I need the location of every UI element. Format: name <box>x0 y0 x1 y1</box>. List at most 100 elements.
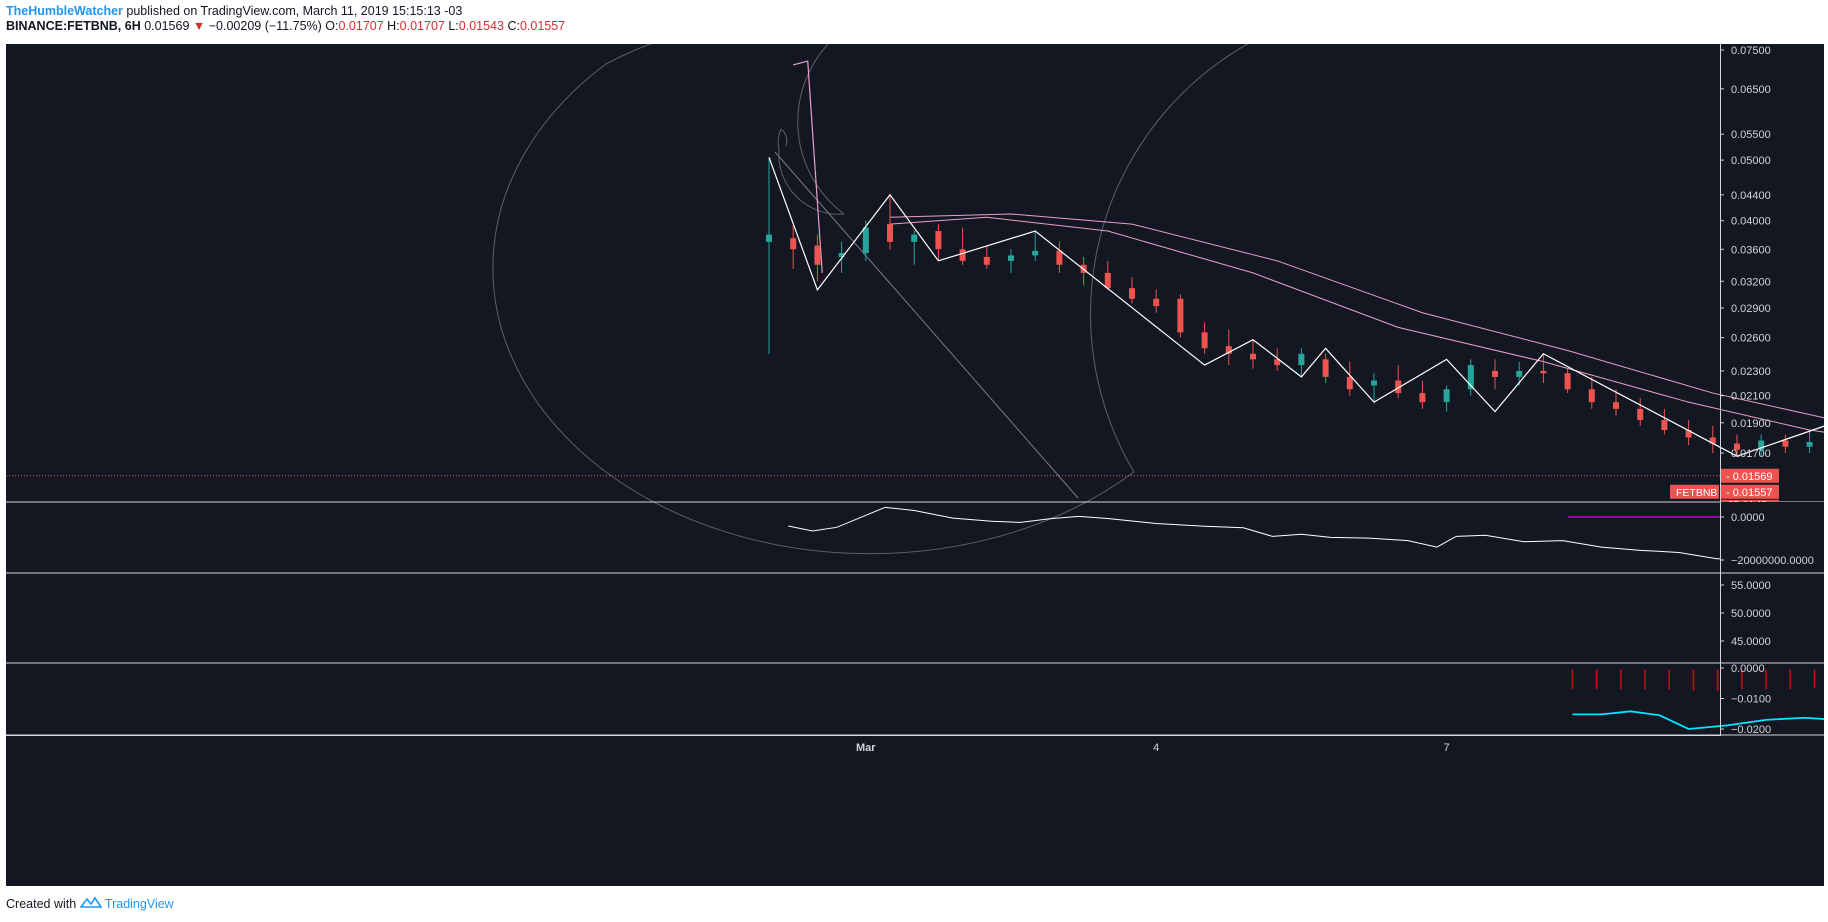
price-pane[interactable] <box>6 60 1824 480</box>
tradingview-logo-icon <box>79 896 105 911</box>
candle <box>1225 329 1232 366</box>
high-value: 0.01707 <box>399 19 445 33</box>
candle-body <box>935 231 942 250</box>
pane1-axis-bg <box>1721 502 1824 572</box>
down-arrow-icon: ▼ <box>192 19 206 33</box>
candle-body <box>1540 370 1547 374</box>
pump-spike-line <box>793 60 823 273</box>
candle-body <box>838 253 845 257</box>
candle <box>1637 398 1644 426</box>
author-link[interactable]: TheHumbleWatcher <box>6 4 123 18</box>
candle <box>1177 294 1184 338</box>
candle <box>1008 249 1014 273</box>
candle-body <box>814 245 821 265</box>
time-tick-label: 7 <box>1444 742 1450 754</box>
candle <box>790 224 797 269</box>
candle <box>911 231 918 265</box>
open-value: 0.01707 <box>338 19 384 33</box>
open-label: O: <box>325 19 339 33</box>
spiral-arc-outer <box>1090 44 1249 473</box>
candle-body <box>1492 370 1498 377</box>
candle <box>1346 361 1353 396</box>
time-tick-label: Mar <box>856 742 876 754</box>
candle-body <box>1346 376 1353 390</box>
symbol-tag-bg <box>1670 484 1719 499</box>
price-axis-background <box>1720 44 1824 886</box>
price-tick-label: 0.02600 <box>1731 333 1771 345</box>
panel2-tick-label: 55.0000 <box>1731 580 1771 592</box>
candle-body <box>887 224 893 242</box>
candle-body <box>1395 380 1402 394</box>
candle-body <box>1661 419 1668 431</box>
candle-body <box>1371 380 1377 386</box>
candle <box>935 224 942 261</box>
candle-body <box>1032 250 1039 256</box>
candle <box>1613 389 1619 416</box>
candle <box>1492 359 1498 390</box>
drawing-layer <box>492 44 1249 555</box>
candle <box>814 234 821 282</box>
candle <box>1201 322 1208 354</box>
candle-body <box>1056 250 1063 265</box>
candle <box>1540 353 1547 383</box>
candle-body <box>1225 346 1232 354</box>
candle <box>1056 241 1063 273</box>
spiral-arc-large <box>492 44 1135 555</box>
candle <box>1661 408 1668 435</box>
close-value: 0.01557 <box>519 19 566 33</box>
signal-line <box>1572 710 1824 730</box>
price-tick-label: 0.02900 <box>1731 303 1771 315</box>
symbol-label: BINANCE:FETBNB, 6H <box>6 19 141 33</box>
panel1-tick-label: −20000000.0000 <box>1731 555 1814 567</box>
candle-body <box>1758 440 1765 450</box>
price-tick-label: 0.03600 <box>1731 244 1771 256</box>
candle <box>1129 277 1135 304</box>
candle-body <box>1564 373 1571 390</box>
low-label: L: <box>448 19 459 33</box>
price-tick-label: 0.03200 <box>1731 276 1771 288</box>
candle <box>1395 365 1402 399</box>
panel1-tick-label: 0.0000 <box>1731 512 1765 524</box>
last-price-tag: - 0.01569 <box>1726 471 1772 483</box>
candle-body <box>1201 332 1208 349</box>
price-tick-label: 0.06500 <box>1731 84 1771 96</box>
candle <box>1104 260 1111 290</box>
candle <box>1782 434 1789 453</box>
candle <box>1371 373 1377 403</box>
candle-body <box>1153 298 1160 307</box>
candle-body <box>1298 353 1305 366</box>
candle <box>766 157 772 354</box>
candle-body <box>1008 255 1014 261</box>
low-value: 0.01543 <box>458 19 504 33</box>
candle <box>1153 289 1160 313</box>
chart-area[interactable]: 0.07500 0.06500 0.05500 0.05000 0.04400 0.040… <box>6 44 1824 886</box>
price-tick-label: 0.04000 <box>1731 216 1771 228</box>
price-tick-label: 0.04400 <box>1731 190 1771 202</box>
candle <box>1032 231 1039 261</box>
ohlc-line: BINANCE:FETBNB, 6H 0.01569 ▼ −0.00209 (−… <box>6 19 565 34</box>
candle-body <box>911 234 918 242</box>
candle <box>959 227 966 265</box>
candle <box>1806 430 1813 453</box>
candle-body <box>1709 437 1716 444</box>
candle <box>1250 339 1256 369</box>
plot-background <box>6 44 1720 886</box>
candle-body <box>959 249 966 261</box>
candle <box>1758 434 1765 457</box>
price-tick-label: 0.02300 <box>1731 366 1771 378</box>
candle-body <box>1734 443 1740 450</box>
price-tick-label: 0.02100 <box>1731 391 1771 403</box>
candle <box>1588 376 1595 409</box>
close-label: C: <box>507 19 520 33</box>
momentum-pane[interactable] <box>1571 669 1824 730</box>
candle-body <box>790 238 797 250</box>
candle-body <box>1177 298 1184 333</box>
published-text: published on TradingView.com, March 11, … <box>126 4 463 18</box>
panel3-tick-label: −0.0100 <box>1731 694 1771 706</box>
moving-average-fast <box>889 216 1824 433</box>
tradingview-brand[interactable]: TradingView <box>104 897 174 911</box>
candle-body <box>1613 402 1619 409</box>
publish-header: TheHumbleWatcher published on TradingVie… <box>6 4 565 34</box>
candle-body <box>862 227 869 254</box>
zigzag-line <box>768 157 1824 457</box>
